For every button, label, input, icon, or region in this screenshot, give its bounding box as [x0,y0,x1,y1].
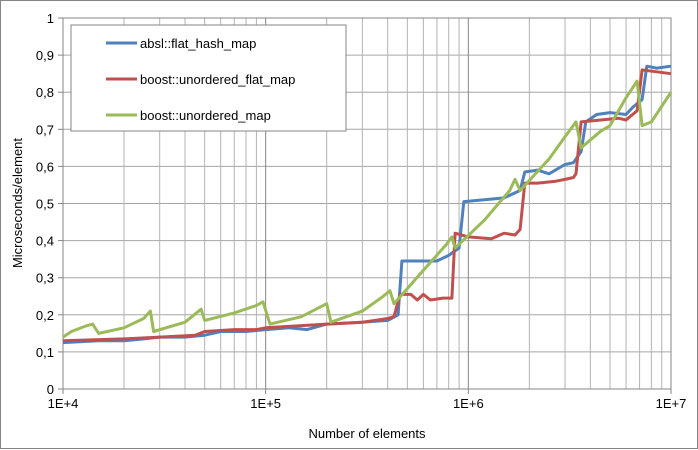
series-line-1 [62,68,672,343]
y-tick-label: 0,9 [36,48,54,63]
y-tick-label: 0,2 [36,308,54,323]
x-tick-label: 1E+4 [48,396,79,411]
y-tick-label: 0,1 [36,345,54,360]
y-tick-label: 0,7 [36,122,54,137]
series-lines [62,64,673,345]
y-tick-label: 0,8 [36,85,54,100]
legend: absl::flat_hash_mapboost::unordered_flat… [70,24,347,132]
x-tick-label: 1E+7 [656,396,687,411]
x-axis-label: Number of elements [308,426,426,441]
legend-label-1: boost::unordered_flat_map [140,72,295,87]
x-tick-label: 1E+6 [453,396,484,411]
legend-label-2: boost::unordered_map [140,108,271,123]
y-tick-label: 0 [47,382,54,397]
legend-label-0: absl::flat_hash_map [140,36,256,51]
y-tick-label: 0,6 [36,159,54,174]
y-tick-label: 1 [47,11,54,26]
series-line-2 [62,79,673,339]
plot-area-border [62,17,672,390]
tick-labels: 0 0,1 0,2 0,3 0,4 0,5 0,6 0,7 0,8 0,9 1 1E+4 1E+5 1E+… [36,11,686,411]
y-axis-label: Microseconds/element [10,138,25,268]
x-tick-label: 1E+5 [250,396,281,411]
y-tick-label: 0,3 [36,271,54,286]
y-tick-label: 0,4 [36,234,54,249]
y-tick-label: 0,5 [36,197,54,212]
